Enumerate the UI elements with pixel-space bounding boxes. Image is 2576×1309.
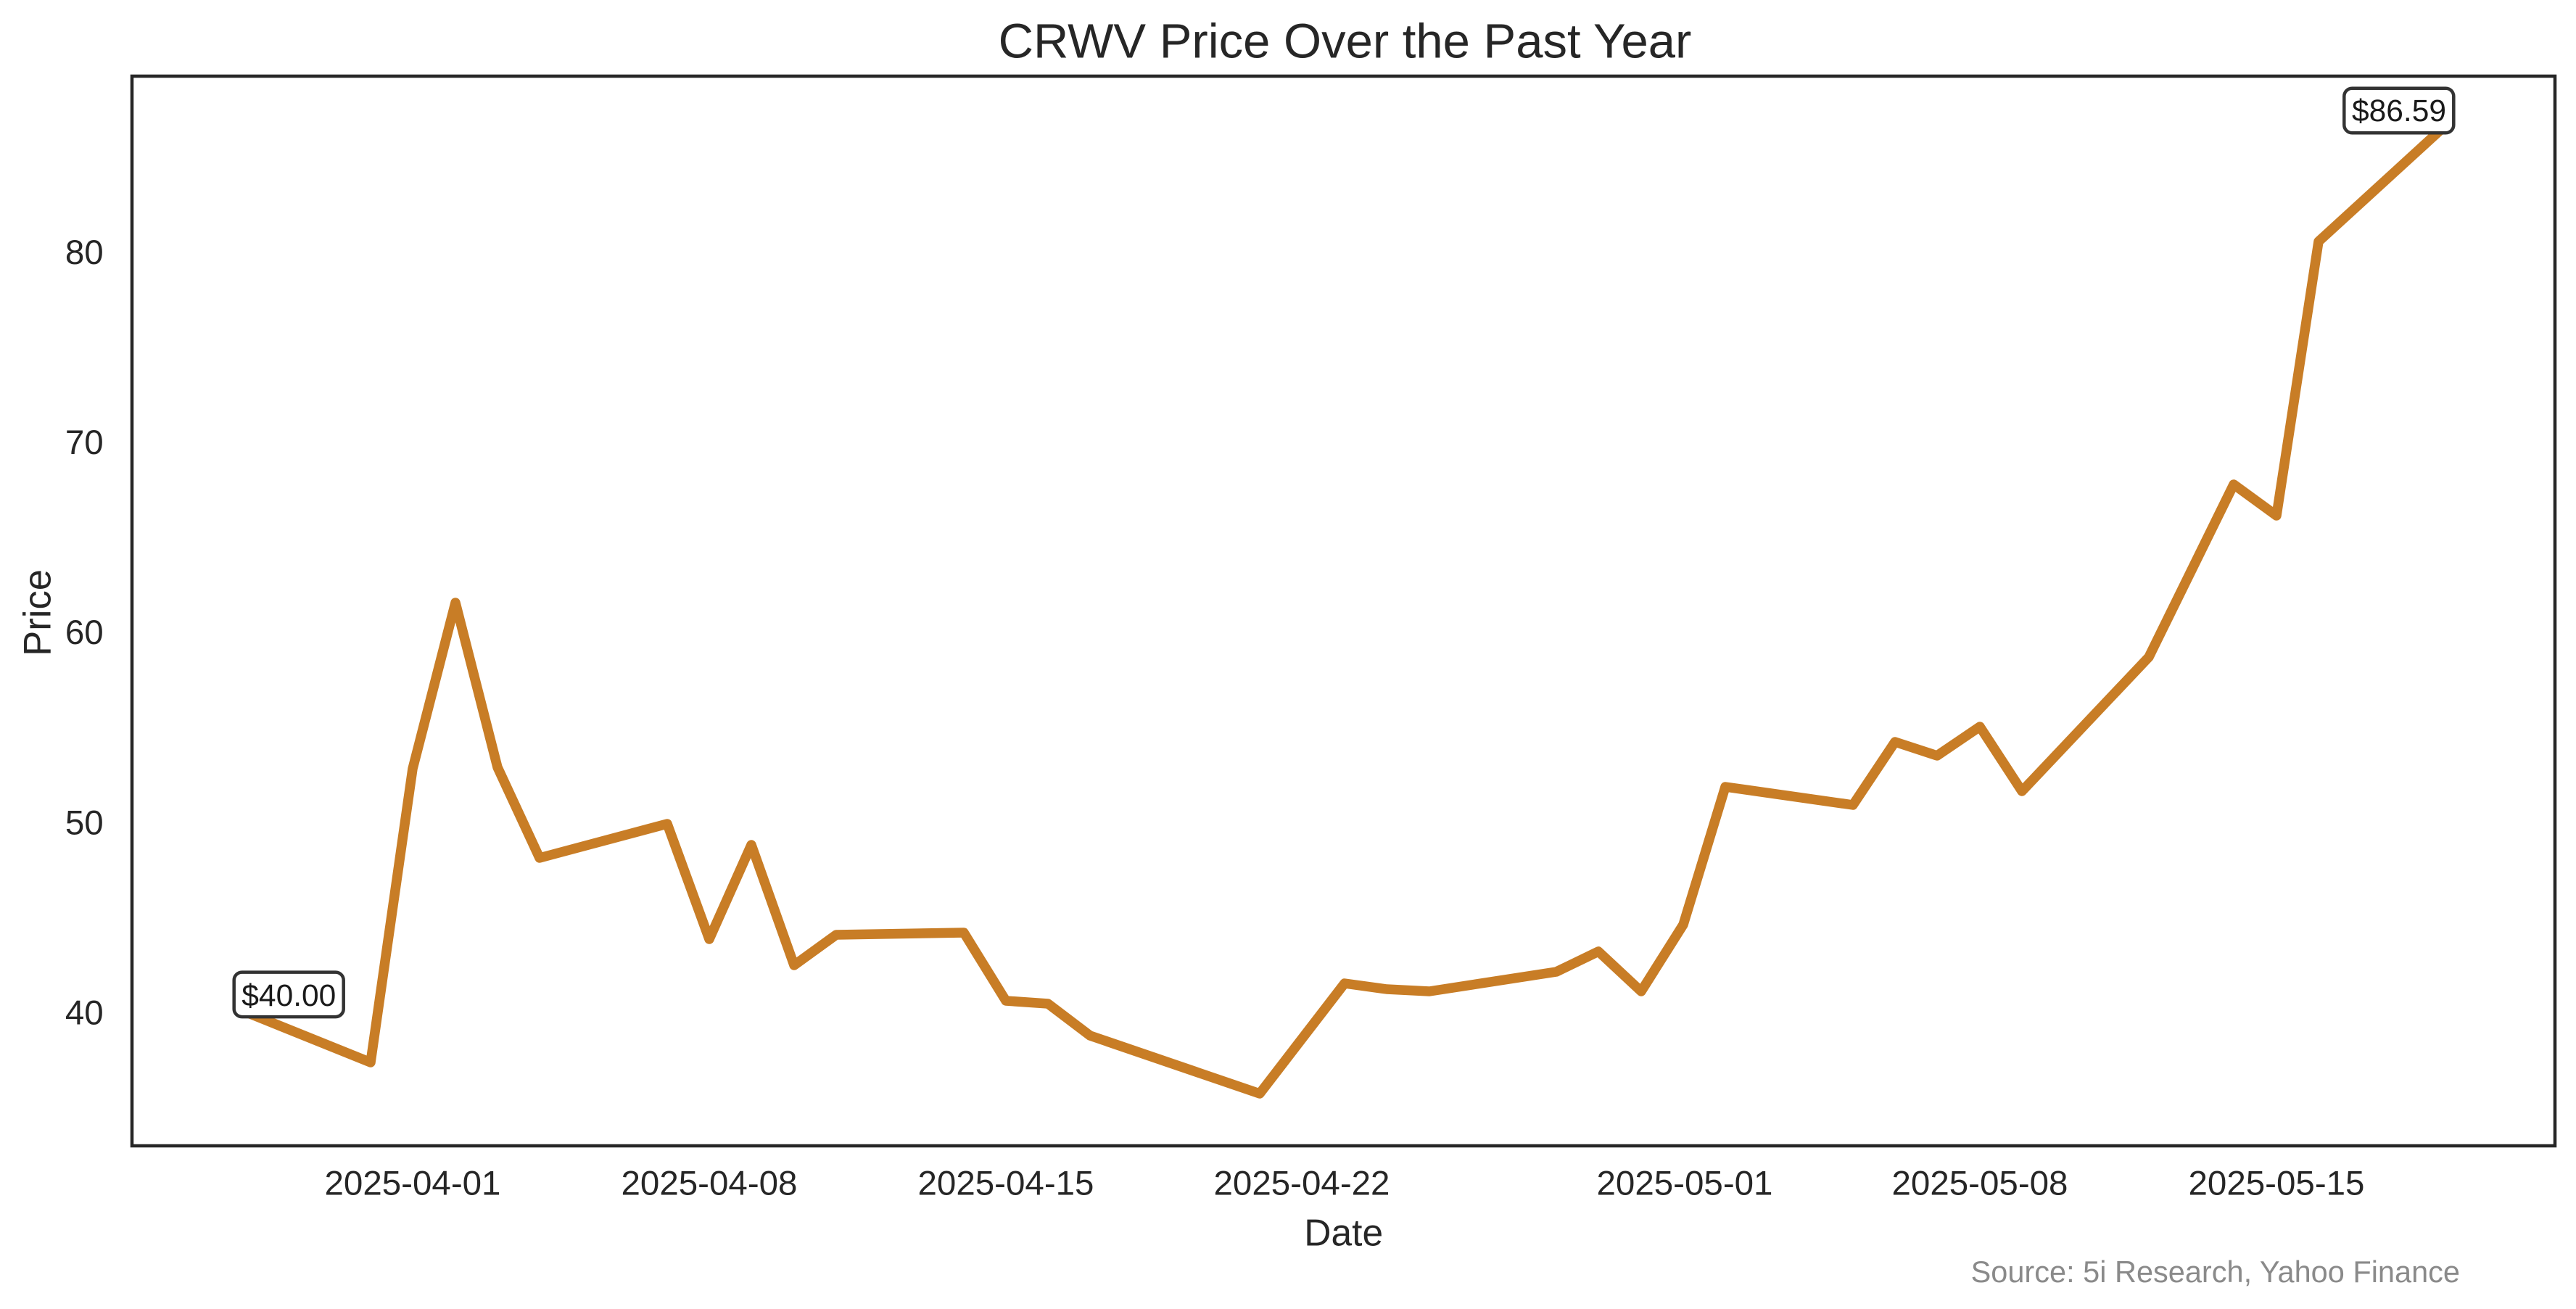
svg-text:2025-04-22: 2025-04-22 (1214, 1165, 1390, 1203)
svg-text:70: 70 (65, 424, 104, 462)
svg-text:Source: 5i Research, Yahoo Fin: Source: 5i Research, Yahoo Finance (1971, 1255, 2460, 1289)
svg-text:$40.00: $40.00 (242, 979, 336, 1013)
svg-text:$86.59: $86.59 (2352, 94, 2446, 128)
svg-text:50: 50 (65, 804, 104, 842)
svg-text:Price: Price (17, 569, 59, 656)
svg-text:2025-04-01: 2025-04-01 (325, 1165, 501, 1203)
svg-text:Date: Date (1304, 1212, 1383, 1254)
svg-text:2025-04-15: 2025-04-15 (918, 1165, 1094, 1203)
svg-text:2025-05-01: 2025-05-01 (1597, 1165, 1773, 1203)
svg-text:60: 60 (65, 614, 104, 652)
svg-text:80: 80 (65, 234, 104, 272)
svg-text:CRWV Price Over the Past Year: CRWV Price Over the Past Year (999, 15, 1692, 69)
svg-text:2025-05-15: 2025-05-15 (2189, 1165, 2365, 1203)
svg-text:2025-05-08: 2025-05-08 (1892, 1165, 2068, 1203)
svg-text:2025-04-08: 2025-04-08 (622, 1165, 798, 1203)
svg-text:40: 40 (65, 994, 104, 1032)
